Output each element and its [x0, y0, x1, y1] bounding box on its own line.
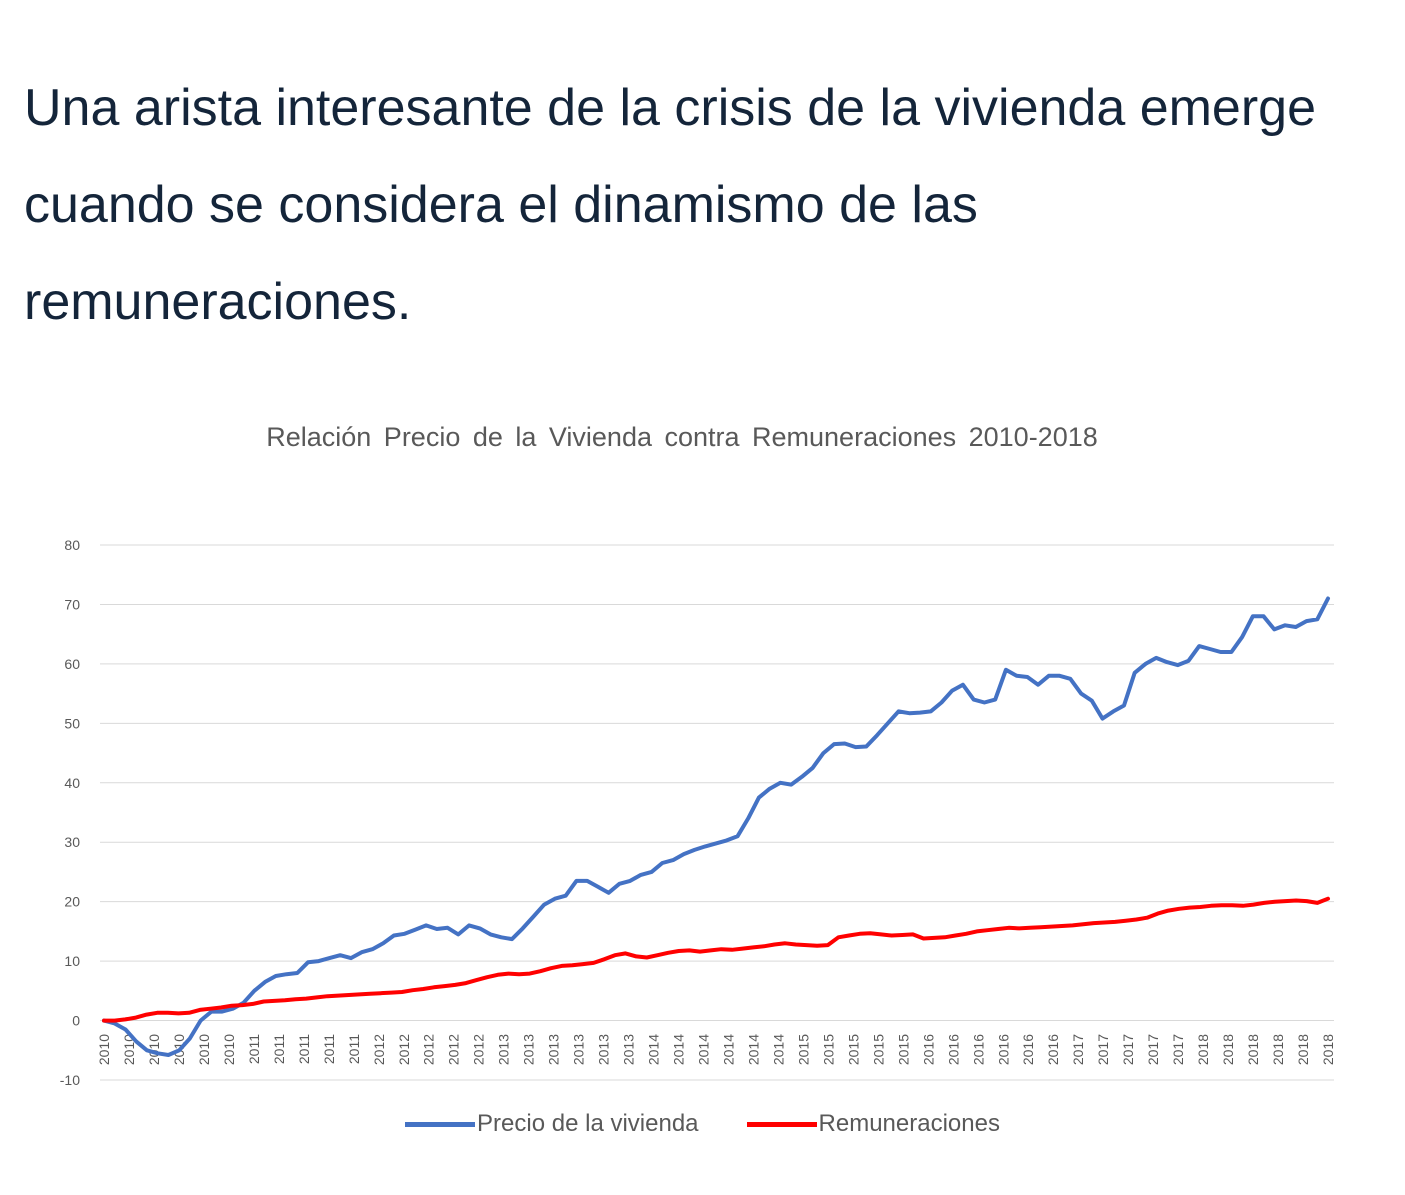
x-tick-label: 2012 [471, 1034, 487, 1065]
x-tick-label: 2010 [96, 1034, 112, 1065]
legend-swatch-remuneraciones [746, 1121, 817, 1127]
x-tick-label: 2013 [496, 1034, 512, 1065]
x-tick-label: 2012 [421, 1034, 437, 1065]
x-tick-label: 2012 [371, 1034, 387, 1065]
x-tick-label: 2013 [521, 1034, 537, 1065]
x-tick-label: 2013 [621, 1034, 637, 1065]
x-tick-label: 2018 [1220, 1034, 1236, 1065]
x-tick-label: 2014 [770, 1034, 786, 1065]
y-tick-label: 20 [64, 894, 80, 910]
x-tick-label: 2018 [1270, 1034, 1286, 1065]
x-tick-label: 2015 [845, 1034, 861, 1065]
x-tick-label: 2010 [146, 1034, 162, 1065]
y-tick-label: 10 [64, 953, 80, 969]
y-axis-ticks: -10 0 10 20 30 40 50 60 70 80 [60, 537, 80, 1088]
x-tick-label: 2016 [945, 1034, 961, 1065]
y-tick-label: 30 [64, 834, 80, 850]
x-tick-label: 2015 [820, 1034, 836, 1065]
x-tick-label: 2018 [1195, 1034, 1211, 1065]
y-tick-label: -10 [60, 1072, 80, 1088]
x-tick-label: 2011 [271, 1034, 287, 1064]
x-tick-label: 2017 [1120, 1034, 1136, 1065]
y-tick-label: 50 [64, 715, 80, 731]
x-tick-label: 2017 [1145, 1034, 1161, 1065]
x-tick-label: 2011 [346, 1034, 362, 1064]
series-line-remuneraciones [102, 896, 1330, 1023]
x-tick-label: 2011 [321, 1034, 337, 1064]
legend-item-remuneraciones: Remuneraciones [746, 1110, 1000, 1138]
x-tick-label: 2016 [1045, 1034, 1061, 1065]
x-tick-label: 2010 [196, 1034, 212, 1065]
x-tick-label: 2014 [720, 1034, 736, 1065]
y-tick-label: 70 [64, 596, 80, 612]
x-tick-label: 2018 [1245, 1034, 1261, 1065]
chart-title: Relación Precio de la Vivienda contra Re… [266, 422, 1098, 452]
chart-legend: Precio de la vivienda Remuneraciones [0, 1110, 1405, 1138]
legend-label-remuneraciones: Remuneraciones [818, 1110, 1000, 1137]
x-tick-label: 2010 [221, 1034, 237, 1065]
x-tick-label: 2017 [1070, 1034, 1086, 1065]
y-tick-label: 60 [64, 656, 80, 672]
x-tick-label: 2014 [646, 1034, 662, 1065]
x-tick-label: 2015 [795, 1034, 811, 1065]
legend-item-precio: Precio de la vivienda [405, 1110, 699, 1138]
x-tick-label: 2010 [121, 1034, 137, 1065]
x-tick-label: 2017 [1170, 1034, 1186, 1065]
x-tick-label: 2018 [1295, 1034, 1311, 1065]
x-tick-label: 2013 [546, 1034, 562, 1065]
x-tick-label: 2015 [895, 1034, 911, 1065]
legend-swatch-precio [405, 1121, 476, 1127]
x-tick-label: 2011 [246, 1034, 262, 1064]
x-tick-label: 2014 [745, 1034, 761, 1065]
x-tick-label: 2016 [920, 1034, 936, 1065]
x-tick-label: 2018 [1320, 1034, 1336, 1065]
y-tick-label: 80 [64, 537, 80, 553]
x-tick-label: 2011 [296, 1034, 312, 1064]
x-tick-label: 2016 [970, 1034, 986, 1065]
series-line-precio [102, 596, 1330, 1057]
y-tick-label: 40 [64, 775, 80, 791]
x-tick-label: 2017 [1095, 1034, 1111, 1065]
x-tick-label: 2013 [596, 1034, 612, 1065]
y-tick-label: 0 [72, 1013, 80, 1029]
x-tick-label: 2016 [1020, 1034, 1036, 1065]
x-tick-label: 2014 [696, 1034, 712, 1065]
x-tick-label: 2016 [995, 1034, 1011, 1065]
x-tick-label: 2012 [396, 1034, 412, 1065]
headline: Una arista interesante de la crisis de l… [24, 79, 1317, 331]
x-tick-label: 2013 [571, 1034, 587, 1065]
x-tick-label: 2014 [671, 1034, 687, 1065]
series-lines [102, 596, 1330, 1057]
x-tick-label: 2012 [446, 1034, 462, 1065]
x-axis-ticks: 2010 2010 2010 2010 2010 2010 2011 2011 2011 2011… [96, 1034, 1336, 1065]
x-tick-label: 2015 [870, 1034, 886, 1065]
legend-label-precio: Precio de la vivienda [477, 1110, 699, 1137]
